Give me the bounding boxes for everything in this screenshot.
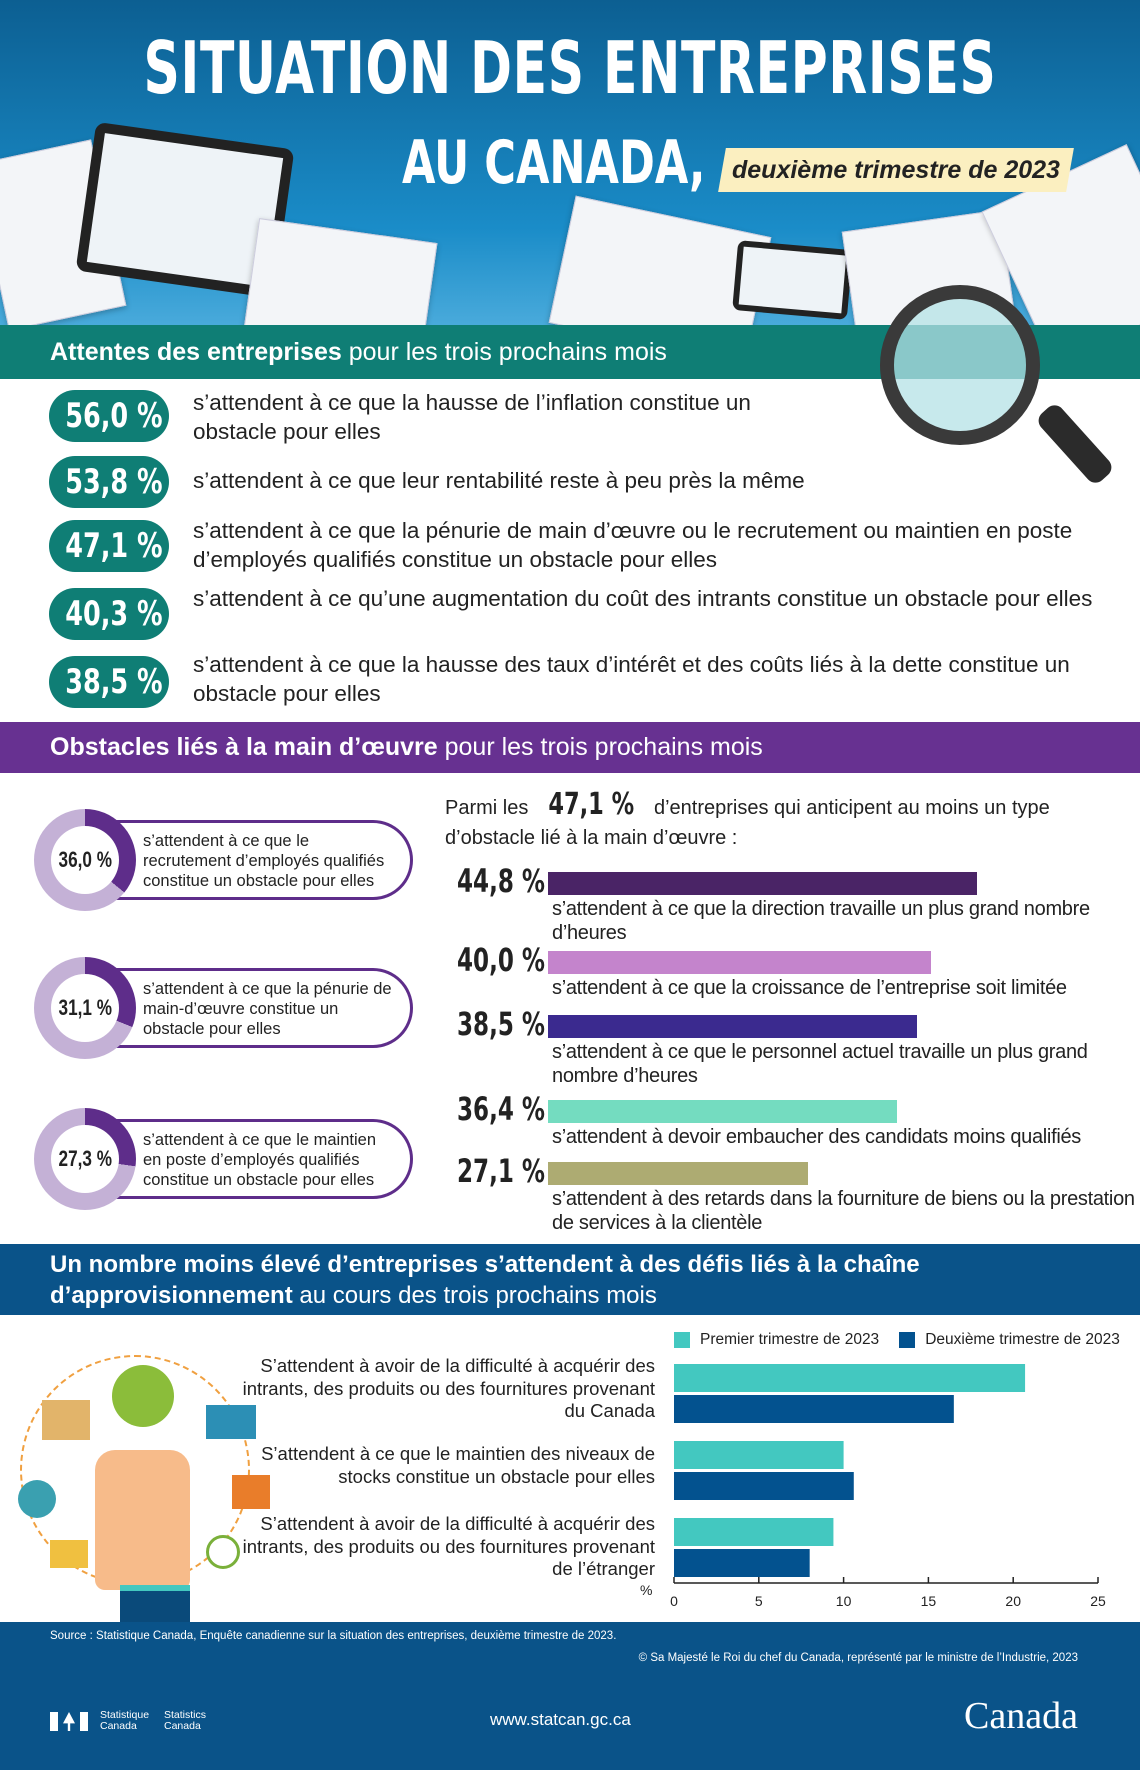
globe-icon (18, 1480, 56, 1518)
labour-bar-value: 36,4 % (457, 1090, 545, 1128)
canada-wordmark: Canada (964, 1695, 1078, 1737)
labour-bar-text: s’attendent à ce que la croissance de l’… (552, 977, 1067, 999)
labour-heading: Obstacles liés à la main d’œuvre pour le… (0, 722, 1140, 773)
chart-bar (674, 1472, 854, 1500)
hand-illustration (95, 1450, 190, 1590)
stat-text: s’attendent à ce que leur rentabilité re… (193, 468, 805, 493)
statcan-fr-logo: Statistique Canada (100, 1709, 150, 1732)
sleeve-illustration (120, 1585, 190, 1622)
stat-text: s’attendent à ce qu’une augmentation du … (193, 586, 1093, 611)
labour-intro: Parmi les 47,1 % d’entreprises qui antic… (445, 787, 1050, 850)
legend-label: Deuxième trimestre de 2023 (925, 1331, 1120, 1348)
magnifying-glass-icon (880, 285, 1040, 445)
chart-bar (674, 1549, 810, 1577)
stat-text: s’attendent à ce que la hausse des taux … (193, 652, 1070, 706)
stat-pill: 40,3 % (49, 588, 169, 640)
labour-bar-value: 38,5 % (457, 1005, 545, 1043)
forklift-icon (50, 1540, 88, 1568)
donut-chart: 31,1 % (34, 957, 136, 1059)
chart-bar (674, 1364, 1026, 1392)
x-tick-label: 5 (755, 1593, 763, 1609)
labour-bar (548, 951, 932, 974)
stat-pill: 38,5 % (49, 656, 169, 708)
labour-bar (548, 872, 978, 895)
labour-bar-value: 44,8 % (457, 862, 545, 900)
donut-chart: 36,0 % (34, 809, 136, 911)
donut-text-box: s’attendent à ce que la pénurie de main-… (107, 968, 413, 1048)
stopwatch-icon (206, 1535, 240, 1569)
x-tick-label: 20 (1005, 1593, 1021, 1609)
page-subtitle: AU CANADA, (401, 128, 705, 198)
box-icon (42, 1400, 90, 1440)
labour-bar-value: 27,1 % (457, 1152, 545, 1190)
period-badge: deuxième trimestre de 2023 (718, 148, 1074, 192)
labour-bar-text: s’attendent à ce que le personnel actuel… (552, 1041, 1088, 1087)
donut-text-box: s’attendent à ce que le maintien en post… (107, 1119, 413, 1199)
chart-bar (674, 1441, 844, 1469)
labour-bar-text: s’attendent à des retards dans la fourni… (552, 1188, 1135, 1234)
source-note: Source : Statistique Canada, Enquête can… (50, 1630, 617, 1642)
labour-bar-text: s’attendent à devoir embaucher des candi… (552, 1126, 1081, 1148)
category-label: S’attendent à avoir de la difficulté à a… (242, 1513, 655, 1579)
truck-icon (206, 1405, 256, 1439)
chart-legend: Premier trimestre de 2023 Deuxième trime… (674, 1331, 1120, 1349)
labour-bar (548, 1162, 808, 1185)
stat-text: s’attendent à ce que la hausse de l’infl… (193, 390, 751, 444)
x-tick-label: 0 (670, 1593, 678, 1609)
report-illustration (242, 218, 438, 325)
stat-text: s’attendent à ce que la pénurie de main … (193, 518, 1073, 572)
donut-chart: 27,3 % (34, 1108, 136, 1210)
canada-flag-icon (50, 1712, 88, 1731)
supply-heading: Un nombre moins élevé d’entreprises s’at… (0, 1244, 1140, 1315)
stat-pill: 53,8 % (49, 456, 169, 508)
x-tick-label: 10 (836, 1593, 852, 1609)
x-tick-label: 15 (921, 1593, 937, 1609)
chart-bar (674, 1395, 954, 1423)
page-title: SITUATION DES ENTREPRISES (143, 26, 997, 110)
legend-swatch (674, 1332, 690, 1348)
legend-swatch (899, 1332, 916, 1348)
x-axis-label: % (640, 1582, 653, 1598)
x-tick-label: 25 (1090, 1593, 1106, 1609)
website-link[interactable]: www.statcan.gc.ca (490, 1710, 631, 1729)
stat-pill: 56,0 % (49, 390, 169, 442)
legend-label: Premier trimestre de 2023 (700, 1331, 880, 1348)
globe-icon (112, 1365, 174, 1427)
statcan-en-logo: Statistics Canada (164, 1709, 207, 1732)
donut-text-box: s’attendent à ce que le recrutement d’em… (107, 820, 413, 900)
labour-bar-value: 40,0 % (457, 941, 545, 979)
copyright-note: © Sa Majesté le Roi du chef du Canada, r… (638, 1652, 1078, 1664)
stat-pill: 47,1 % (49, 520, 169, 572)
labour-bar-text: s’attendent à ce que la direction travai… (552, 898, 1090, 944)
labour-bar (548, 1100, 897, 1123)
category-label: S’attendent à avoir de la difficulté à a… (242, 1355, 655, 1421)
footer: Source : Statistique Canada, Enquête can… (0, 1622, 1140, 1770)
header-banner: SITUATION DES ENTREPRISES AU CANADA, deu… (0, 0, 1140, 325)
phone-illustration (732, 240, 853, 320)
package-icon (232, 1475, 270, 1509)
category-label: S’attendent à ce que le maintien des niv… (261, 1443, 655, 1487)
labour-bar (548, 1015, 917, 1038)
chart-bar (674, 1518, 834, 1546)
